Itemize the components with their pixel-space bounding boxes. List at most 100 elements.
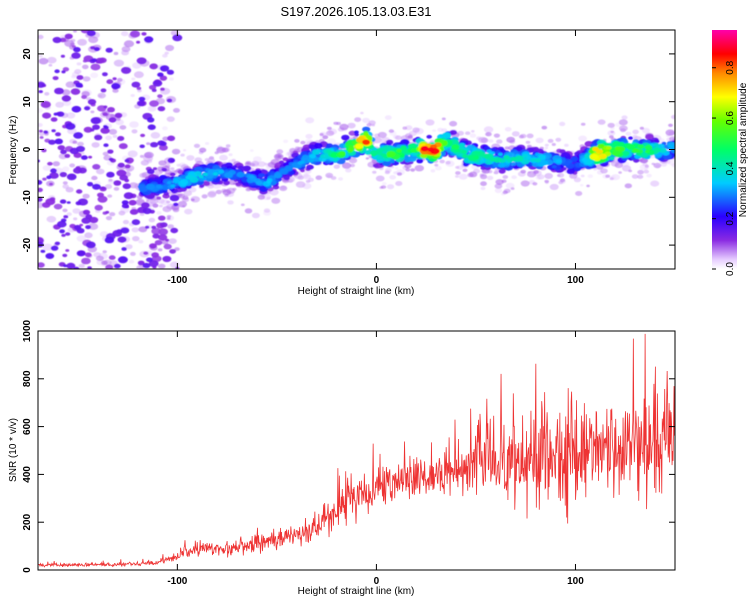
spectral-blob bbox=[158, 215, 166, 221]
spectral-blob bbox=[142, 207, 152, 215]
spectral-blob bbox=[83, 126, 93, 133]
spectral-blob bbox=[407, 135, 413, 139]
spectral-blob bbox=[53, 112, 58, 116]
spectral-blob bbox=[85, 225, 91, 230]
spectral-blob bbox=[106, 171, 115, 178]
spectral-blob bbox=[183, 149, 187, 152]
spectral-blob bbox=[169, 194, 180, 202]
spectral-blob bbox=[199, 147, 207, 153]
spectral-blob bbox=[125, 244, 133, 250]
spectral-blob bbox=[621, 165, 632, 172]
spectral-blob bbox=[113, 51, 119, 56]
spectral-blob bbox=[128, 199, 137, 206]
spectral-blob bbox=[91, 175, 98, 181]
spectral-blob bbox=[129, 209, 139, 215]
spectral-blob bbox=[525, 140, 531, 144]
spectral-blob bbox=[82, 209, 91, 215]
spectral-blob bbox=[461, 150, 468, 154]
colorbar-tick-label: 0.4 bbox=[725, 161, 736, 175]
spectral-blob bbox=[45, 253, 55, 259]
spectral-blob bbox=[149, 84, 157, 90]
spectral-blob bbox=[82, 193, 90, 199]
spectral-blob bbox=[151, 252, 160, 258]
spectral-blob bbox=[555, 159, 563, 164]
spectral-blob bbox=[66, 201, 71, 204]
spectral-blob bbox=[87, 182, 94, 187]
spectral-blob bbox=[538, 154, 546, 160]
spectral-blob bbox=[668, 123, 673, 128]
spectral-blob bbox=[48, 139, 56, 145]
spectral-blob bbox=[71, 45, 76, 48]
spectral-blob bbox=[72, 140, 78, 144]
spectrogram-xlabel: Height of straight line (km) bbox=[298, 286, 415, 297]
spectral-blob bbox=[59, 229, 65, 234]
spectral-blob bbox=[204, 142, 210, 145]
spectral-blob bbox=[249, 163, 256, 167]
spectral-blob bbox=[614, 146, 622, 151]
spectral-blob bbox=[117, 77, 123, 82]
spectral-blob bbox=[333, 121, 339, 125]
spectral-blob bbox=[145, 183, 155, 190]
spectral-blob bbox=[300, 140, 306, 145]
spectral-blob bbox=[493, 171, 499, 175]
spectral-blob bbox=[38, 90, 43, 94]
snr-xlabel: Height of straight line (km) bbox=[298, 586, 415, 597]
spectral-blob bbox=[628, 136, 633, 140]
spectral-blob bbox=[82, 64, 89, 70]
spectrogram-ytick-label: -10 bbox=[22, 190, 33, 205]
spectral-blob bbox=[140, 133, 146, 138]
spectral-blob bbox=[639, 126, 645, 130]
spectral-blob bbox=[147, 168, 155, 175]
snr-ytick-label: 600 bbox=[22, 418, 33, 435]
spectral-blob bbox=[511, 131, 520, 137]
spectral-blob bbox=[366, 123, 372, 127]
spectral-blob bbox=[377, 131, 387, 139]
spectral-blob bbox=[502, 175, 509, 179]
spectral-blob bbox=[127, 150, 138, 158]
spectral-blob bbox=[167, 157, 175, 163]
spectral-blob bbox=[294, 139, 300, 143]
spectral-blob bbox=[66, 112, 76, 119]
spectral-blob bbox=[451, 144, 460, 150]
spectral-blob bbox=[435, 165, 442, 171]
colorbar: 0.0 0.2 0.4 0.6 0.8 Normalized spectral ampl… bbox=[712, 30, 749, 276]
spectral-blob bbox=[386, 150, 396, 158]
spectral-blob bbox=[61, 70, 66, 74]
spectral-blob bbox=[152, 203, 159, 208]
spectral-blob bbox=[123, 192, 134, 200]
spectral-blob bbox=[348, 145, 354, 149]
spectral-blob bbox=[365, 157, 370, 160]
spectral-blob bbox=[138, 96, 146, 102]
spectral-blob bbox=[139, 154, 145, 158]
spectral-blob bbox=[38, 262, 45, 268]
spectral-blob bbox=[64, 153, 71, 158]
spectral-blob bbox=[216, 146, 226, 154]
spectral-blob bbox=[580, 122, 586, 126]
spectral-blob bbox=[136, 265, 144, 269]
spectral-blob bbox=[224, 172, 234, 179]
spectral-blob bbox=[489, 157, 496, 162]
spectral-blob bbox=[121, 46, 131, 53]
spectral-blob bbox=[407, 155, 417, 162]
spectral-blob bbox=[76, 145, 85, 153]
spectral-blob bbox=[389, 175, 397, 180]
spectral-blob bbox=[449, 130, 457, 135]
spectral-blob bbox=[492, 162, 501, 168]
spectral-blob bbox=[498, 162, 506, 168]
spectral-blob bbox=[653, 147, 661, 153]
spectral-blob bbox=[147, 117, 155, 123]
spectral-blob bbox=[325, 172, 334, 179]
spectral-blob bbox=[166, 98, 173, 103]
spectral-blob bbox=[646, 173, 652, 178]
spectral-blob bbox=[113, 187, 120, 191]
spectral-blob bbox=[495, 179, 504, 185]
spectral-blob bbox=[425, 119, 435, 126]
spectral-blob bbox=[338, 177, 344, 181]
spectral-blob bbox=[42, 243, 53, 251]
spectral-blob bbox=[179, 178, 189, 185]
spectral-blob bbox=[308, 158, 314, 163]
spectral-blob bbox=[167, 135, 176, 142]
spectral-blob bbox=[88, 36, 99, 44]
spectral-blob bbox=[132, 62, 142, 69]
spectral-blob bbox=[45, 198, 56, 206]
